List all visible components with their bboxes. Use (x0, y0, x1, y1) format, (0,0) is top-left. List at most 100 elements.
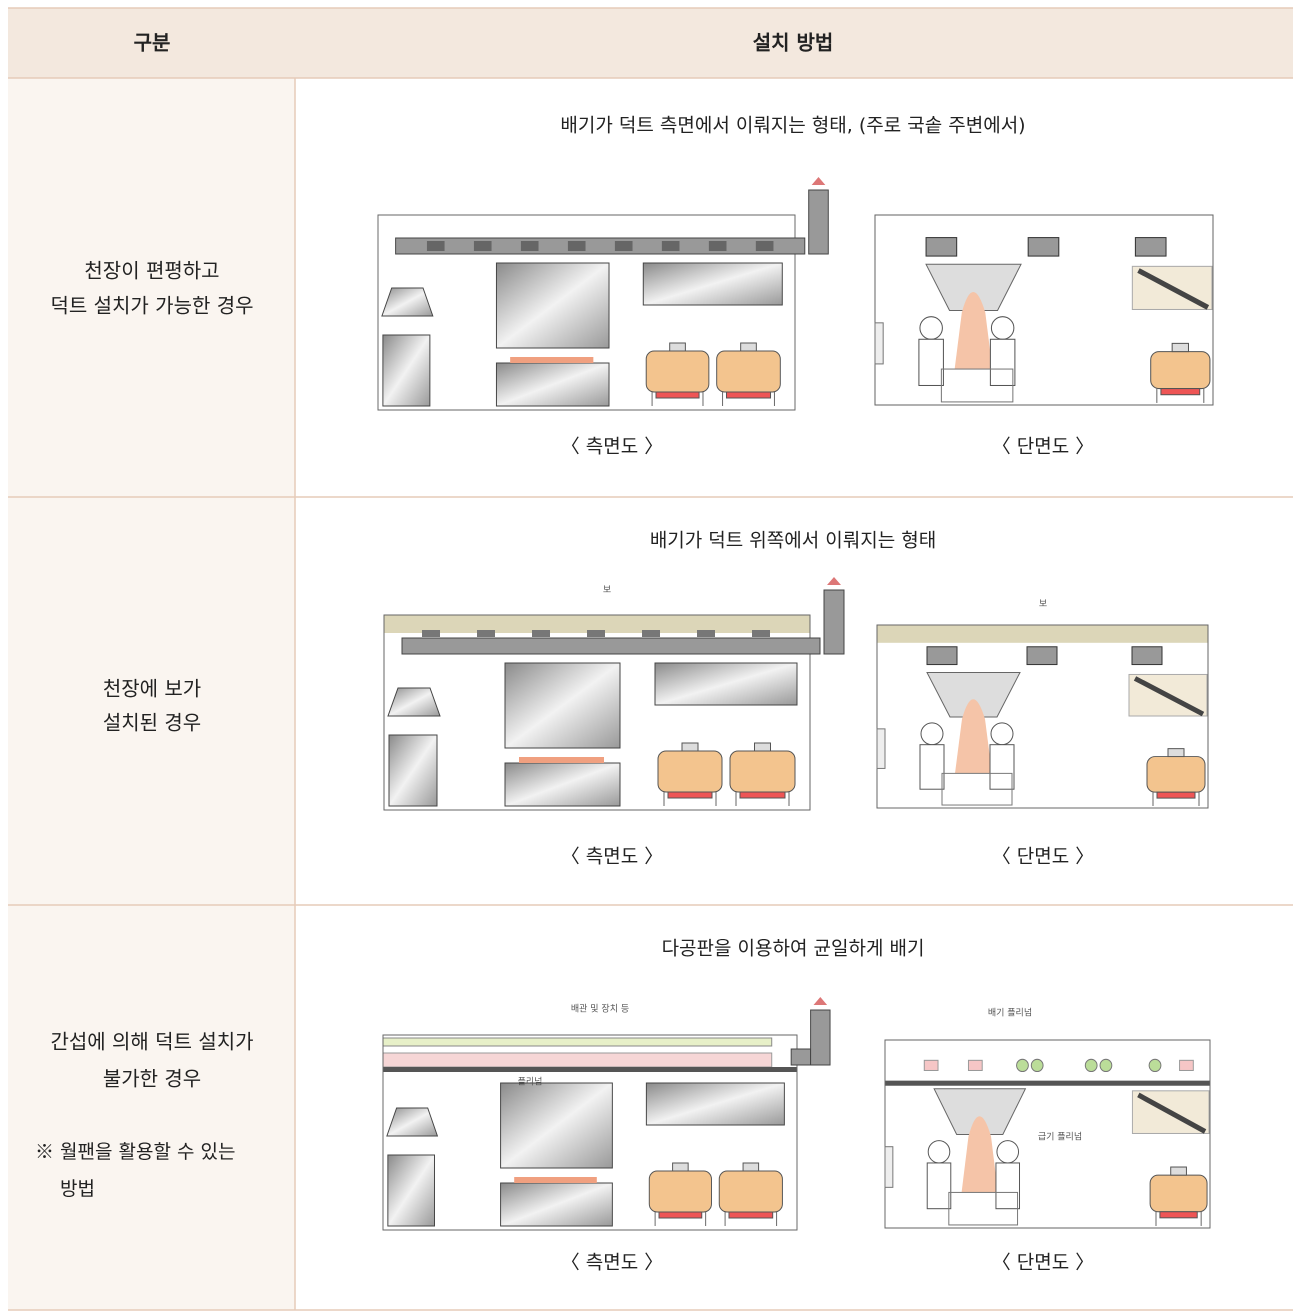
hood (387, 687, 441, 717)
figure-caption: 〈 단면도 〉 (992, 846, 1095, 868)
room-outline (874, 214, 1214, 406)
exhaust-arrow (813, 997, 828, 1005)
plenum (382, 1052, 773, 1068)
diagram-label: 급기 플리넘 (1038, 1132, 1082, 1143)
cook-head (990, 316, 1015, 340)
diffuser (752, 630, 770, 637)
cook-head (996, 1140, 1020, 1164)
duct-riser (810, 1009, 831, 1066)
range (940, 368, 1014, 403)
caption: 다공판을 이용하여 균일하게 배기 (662, 938, 925, 960)
duct (401, 637, 821, 655)
table-lines (8, 7, 1293, 1311)
header-cell: 구분 (134, 31, 171, 55)
cabinet (388, 734, 438, 807)
fan (1027, 237, 1060, 257)
pot-lid (1167, 748, 1185, 758)
cook-head (927, 1140, 951, 1164)
caption: 배기가 덕트 위쪽에서 이뤄지는 형태 (650, 530, 936, 552)
range (948, 1191, 1019, 1226)
flame (510, 357, 594, 363)
perforated-plate (885, 1080, 1210, 1086)
heat-plume (961, 1116, 998, 1193)
hood (386, 1107, 439, 1137)
plenum-duct (1030, 1058, 1044, 1073)
range (941, 772, 1013, 806)
cook-head (990, 722, 1014, 746)
pot-lid (1171, 342, 1190, 353)
duct-grille (520, 241, 539, 251)
pot (718, 1170, 783, 1213)
duct-riser (808, 189, 829, 255)
canopy (654, 662, 798, 706)
fan (926, 646, 958, 666)
plenum-duct (1148, 1058, 1162, 1073)
pot (1150, 351, 1211, 390)
plenum-box (967, 1059, 983, 1071)
note: 방법 (60, 1178, 95, 1200)
side-view (383, 577, 845, 811)
flame (519, 757, 604, 763)
heat-plume (955, 699, 992, 774)
room-outline (884, 1039, 1211, 1229)
diffuser (532, 630, 550, 637)
pot (729, 750, 796, 793)
diagram-label: 보 (1039, 599, 1047, 610)
cabinet (387, 1154, 435, 1227)
cook-body (926, 1162, 952, 1210)
note: ※ 월팬을 활용할 수 있는 (35, 1141, 235, 1163)
ceiling-beam-band (384, 615, 810, 633)
row-label: 불가한 경우 (103, 1067, 201, 1091)
room-outline (876, 624, 1209, 809)
label-column-bg (8, 78, 295, 1310)
burner (1160, 388, 1201, 396)
canopy (504, 662, 621, 749)
cook-head (919, 316, 943, 340)
figure-caption: 〈 단면도 〉 (992, 436, 1095, 458)
diagram-label: 배기 플리넘 (988, 1008, 1032, 1019)
plenum-duct (1016, 1058, 1029, 1073)
figure-caption: 〈 단면도 〉 (992, 1252, 1095, 1274)
stove (504, 762, 621, 807)
cook-body (989, 744, 1015, 790)
diffuser (642, 630, 660, 637)
side-view (382, 997, 831, 1231)
stove (500, 1182, 613, 1227)
burner (667, 791, 713, 799)
heat-plume (954, 292, 993, 370)
plenum-duct (1099, 1058, 1113, 1073)
hood (933, 1088, 1027, 1136)
pot-lid (1170, 1166, 1187, 1176)
flame (514, 1177, 597, 1183)
section-view (884, 1039, 1211, 1229)
fan (1134, 237, 1167, 257)
figure-caption: 〈 측면도 〉 (561, 846, 664, 868)
row-label: 천장이 편평하고 (84, 259, 219, 283)
pot (657, 750, 723, 793)
pot (648, 1170, 712, 1213)
header-cell: 설치 방법 (753, 31, 834, 55)
wall-vent (884, 1146, 894, 1188)
exhaust-arrow (811, 177, 826, 185)
burner (658, 1211, 703, 1219)
burner (655, 391, 700, 399)
hood (926, 671, 1021, 718)
hood (925, 263, 1022, 312)
row-label: 천장에 보가 (103, 677, 201, 701)
diffuser (587, 630, 605, 637)
section-view (876, 624, 1209, 809)
pot (1146, 756, 1206, 793)
figure-caption: 〈 측면도 〉 (561, 436, 664, 458)
wall-vent (874, 322, 884, 365)
perforated-plate (383, 1067, 797, 1072)
header-bg (8, 8, 1293, 78)
duct-grille (614, 241, 633, 251)
cook-body (989, 338, 1016, 386)
duct (395, 237, 806, 255)
fan (925, 237, 958, 257)
figure-caption: 〈 측면도 〉 (561, 1252, 664, 1274)
cabinet (382, 334, 431, 407)
room-outline (383, 614, 811, 811)
fan (1131, 646, 1163, 666)
